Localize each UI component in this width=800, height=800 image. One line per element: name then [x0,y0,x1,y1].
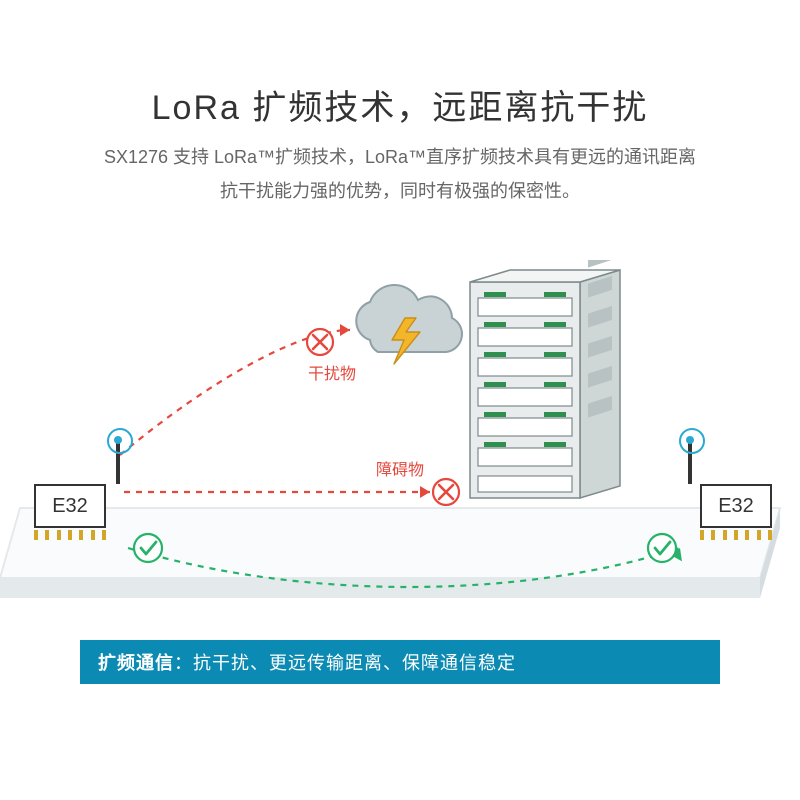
summary-head: 扩频通信 [98,649,174,675]
antenna-icon [116,442,120,484]
arrow-fail-top [340,324,350,336]
label-obstacle: 障碍物 [376,456,424,480]
page-subtitle: SX1276 支持 LoRa™扩频技术，LoRa™直序扩频技术具有更远的通讯距离… [0,140,800,208]
lora-diagram: E32 E32 干扰物 障碍物 [0,260,800,640]
pcb-pins-icon [700,530,772,540]
cross-icon-1 [307,329,333,355]
label-interference: 干扰物 [308,360,356,384]
module-right: E32 [700,484,772,528]
obstacle-building-icon [470,260,620,498]
antenna-icon [688,442,692,484]
subtitle-line-1: SX1276 支持 LoRa™扩频技术，LoRa™直序扩频技术具有更远的通讯距离 [40,140,760,174]
cross-icon-2 [433,479,459,505]
arrow-fail-mid [420,486,430,498]
page-title: LoRa 扩频技术，远距离抗干扰 [0,80,800,129]
pcb-pins-icon [34,530,106,540]
module-left: E32 [34,484,106,528]
interference-cloud-icon [356,285,462,364]
subtitle-line-2: 抗干扰能力强的优势，同时有极强的保密性。 [40,174,760,208]
check-icon-left [134,534,162,562]
summary-body: ：抗干扰、更远传输距离、保障通信稳定 [174,649,516,675]
summary-bar: 扩频通信 ：抗干扰、更远传输距离、保障通信稳定 [80,640,720,684]
check-icon-right [648,534,676,562]
